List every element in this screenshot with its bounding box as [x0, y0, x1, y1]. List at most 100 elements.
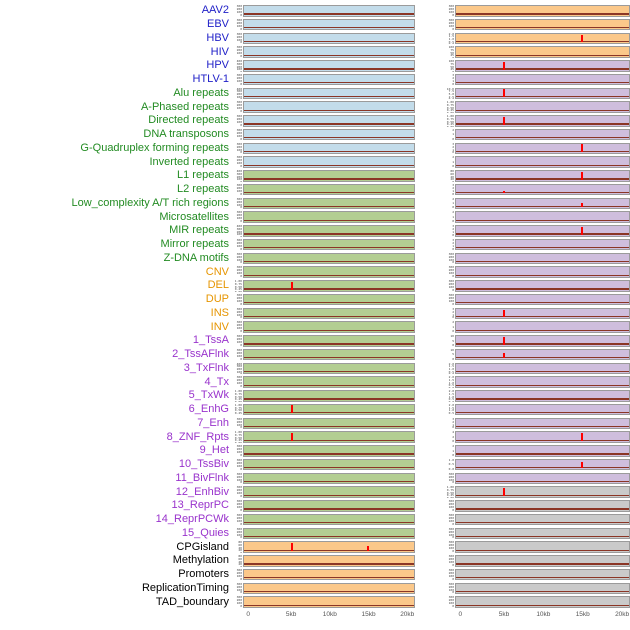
track-panel-left [243, 555, 415, 567]
signal-baseline [244, 384, 414, 386]
y-axis-tick-label: 200 [236, 64, 242, 69]
y-axis-tick-label: 4 [452, 431, 454, 435]
track-label: 12_EnhBiv [175, 486, 229, 498]
y-axis-ticks: 1007550250 [446, 60, 455, 72]
track-row: 13_ReprPC 300 200 100 0 300 200 100 0 [0, 499, 630, 513]
y-axis-tick-label: 20 [238, 562, 242, 567]
y-axis-tick-label: 0 [240, 329, 242, 333]
y-axis-tick-label: 300 [236, 458, 242, 462]
y-axis-tick-label: 0 [240, 301, 242, 306]
column-gap [415, 244, 446, 245]
y-axis-tick-label: 200 [236, 584, 242, 589]
track-row: HIV30020010001007550250 [0, 45, 630, 59]
signal-baseline [456, 590, 629, 593]
y-axis-tick-label: 0 [240, 521, 242, 526]
signal-baseline [456, 604, 629, 606]
track-row: 9_Het 300 200 100 0 2 1 0 [0, 444, 630, 458]
y-axis-tick-label: 40 [450, 174, 454, 179]
y-axis-tick-label: 1 [452, 201, 454, 206]
x-axis-tick-label: 0 [458, 611, 463, 618]
y-axis-tick-label: 400 [236, 87, 242, 91]
y-axis-tick-label: 0 [452, 12, 454, 17]
signal-baseline [244, 453, 414, 455]
y-axis-tick-label: 300 [236, 486, 242, 490]
y-axis-ticks: 300 200 100 0 [234, 459, 243, 471]
y-axis-tick-label: 0.0 [446, 387, 454, 388]
signal-baseline [456, 150, 629, 153]
signal-baseline [244, 577, 414, 579]
track-panel-right [455, 101, 630, 113]
y-axis-tick-label: 1.00 [234, 403, 242, 407]
signal-spike [581, 432, 584, 441]
y-axis-tick-label: 1.00 [446, 486, 454, 490]
track-row: INS 300 200 100 0 3 2 1 0 [0, 307, 630, 321]
track-panel-left [243, 307, 415, 320]
y-axis-ticks: 300 200 100 0 [234, 129, 243, 141]
y-axis-tick-label: 100 [236, 133, 242, 138]
track-label: DEL [207, 280, 229, 292]
column-gap [415, 609, 446, 610]
y-axis-ticks: 300 200 100 0 [234, 376, 243, 388]
track-row: L1 repeats4003002001000806040200 [0, 169, 630, 183]
y-axis-ticks: 300 200 100 0 [234, 5, 243, 17]
track-panel-right [455, 390, 630, 402]
y-axis-tick-label: 0 [452, 219, 454, 223]
y-axis-tick-label: 300 [236, 211, 242, 215]
y-axis-tick-label: 0 [452, 274, 454, 278]
x-axis-panel-right: 0 5kb 10kb 15kb 20kb [455, 609, 630, 621]
signal-baseline [244, 604, 414, 606]
track-matrix: AAV2 300 200 100 0 300 200 100 0 EBV 300 200 100 0 300… [0, 4, 630, 609]
y-axis-ticks: 300 200 100 0 [234, 473, 243, 485]
track-label: 7_Enh [197, 417, 229, 429]
y-axis-ticks: 300 200 100 0 [234, 33, 243, 45]
y-axis-tick-label: 200 [448, 570, 454, 575]
y-axis-tick-label: 100 [448, 10, 454, 14]
y-axis-tick-label: 0 [452, 535, 454, 540]
signal-baseline [456, 357, 629, 359]
y-axis-tick-label: 0 [240, 507, 242, 512]
signal-spike [503, 488, 506, 496]
signal-baseline [456, 549, 629, 551]
y-axis-tick-label: 400 [236, 60, 242, 64]
track-panel-right [455, 513, 630, 526]
track-panel-left [243, 293, 415, 306]
track-row: A-Phased repeats 300 200 100 0 1.00 0.75 0.50 0.… [0, 100, 630, 114]
y-axis-tick-label: 300 [236, 115, 242, 119]
y-axis-tick-label: 25 [450, 53, 454, 58]
y-axis-ticks: 300 200 100 0 [234, 418, 243, 430]
y-axis-tick-label: 100 [236, 147, 242, 152]
y-axis-tick-label: 0.25 [446, 122, 454, 127]
y-axis-tick-label: 300 [236, 183, 242, 187]
y-axis-ticks: 300 200 100 0 [446, 5, 455, 17]
y-axis-tick-label: 200 [236, 337, 242, 342]
y-axis-tick-label: 100 [236, 271, 242, 276]
track-panel-left [243, 211, 415, 223]
y-axis-tick-label: 60 [450, 171, 454, 176]
y-axis-tick-label: 100 [236, 232, 242, 237]
y-axis-tick-label: 0 [240, 494, 242, 498]
y-axis-tick-label: 200 [236, 598, 242, 603]
y-axis-tick-label: 100 [236, 491, 242, 496]
column-gap [415, 505, 446, 506]
y-axis-tick-label: 200 [448, 282, 454, 287]
y-axis-tick-label: 200 [236, 367, 242, 371]
y-axis-tick-label: 200 [236, 7, 242, 12]
track-row: 15_Quies 300 200 100 0 300 200 100 0 [0, 527, 630, 541]
track-row: Promoters 300 200 100 0 300 200 100 0 [0, 568, 630, 582]
y-axis-tick-label: 300 [236, 73, 242, 77]
y-axis-tick-label: 40 [238, 545, 242, 550]
y-axis-tick-label: 10.0 [446, 87, 454, 91]
track-label: 8_ZNF_Rpts [166, 431, 229, 443]
column-gap [415, 423, 446, 424]
y-axis-ticks: 1.0 0.5 0.0 [446, 459, 455, 471]
y-axis-tick-label: 2 [452, 240, 454, 245]
track-panel-left [243, 87, 415, 100]
y-axis-tick-label: 200 [236, 144, 242, 149]
y-axis-tick-label: 300 [448, 500, 454, 504]
track-panel-right [455, 156, 630, 168]
y-axis-tick-label: 100 [236, 298, 242, 303]
y-axis-tick-label: 0 [452, 604, 454, 608]
track-label: Microsatellites [159, 211, 229, 223]
y-axis-tick-label: 200 [236, 103, 242, 108]
